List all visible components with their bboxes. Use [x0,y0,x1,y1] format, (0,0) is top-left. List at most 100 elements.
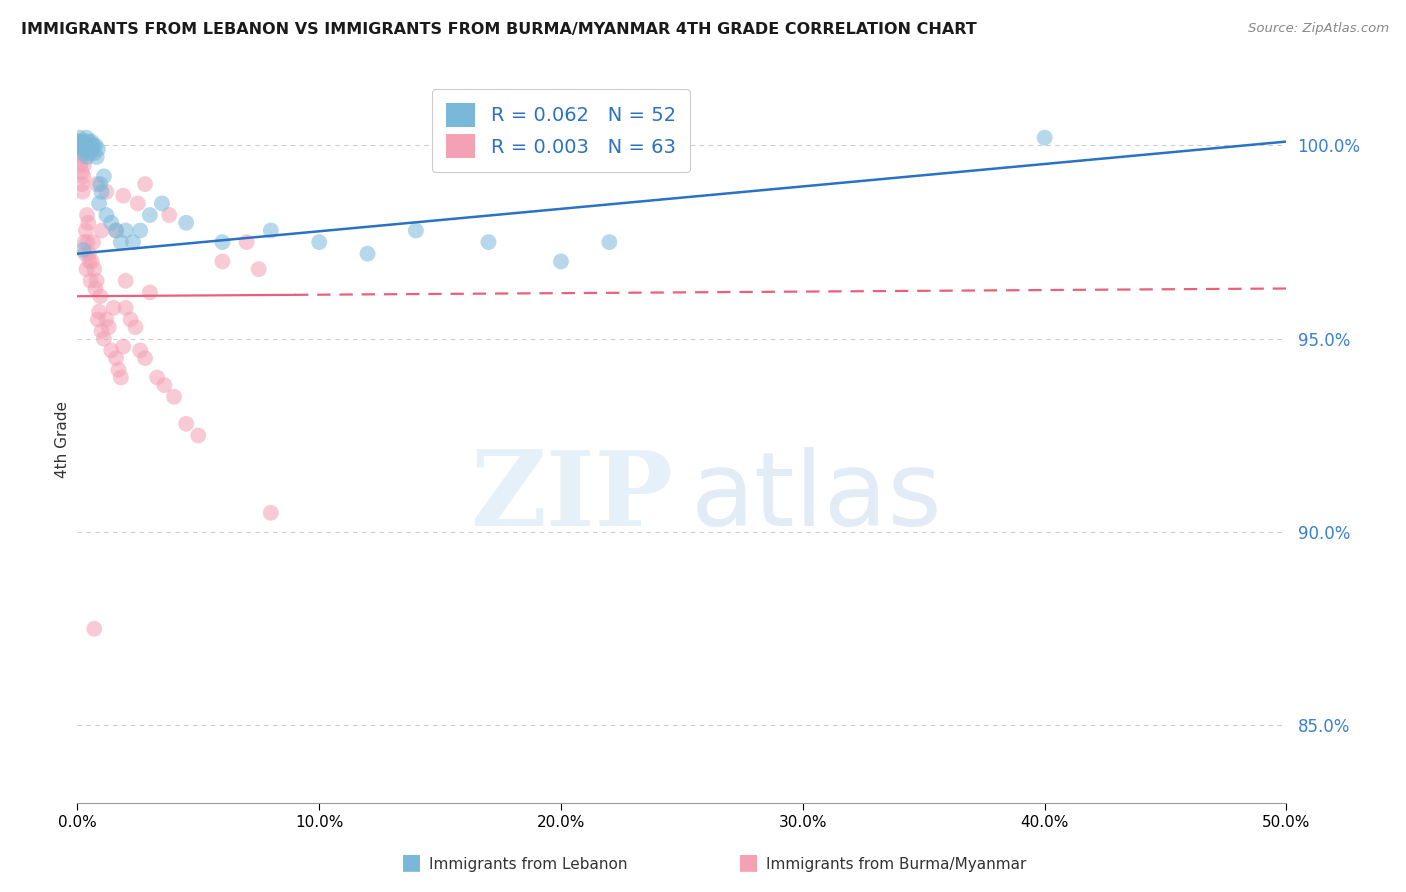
Point [72,169,94,184]
Point [70,177,93,191]
Point [124,320,146,334]
Point [96,312,118,326]
Point [67,138,90,153]
Point [73,235,96,249]
Point [120,312,142,326]
Point [90,324,112,338]
Point [103,301,125,315]
Point [67,135,90,149]
Point [235,235,257,249]
Point [308,235,330,249]
Point [550,254,572,268]
Point [100,216,122,230]
Point [69,158,91,172]
Point [77,246,100,260]
Point [598,235,620,249]
Point [96,208,118,222]
Point [157,208,180,222]
Point [110,370,132,384]
Point [134,351,156,365]
Point [150,196,173,211]
Point [129,223,152,237]
Point [76,262,98,277]
Point [127,196,149,211]
Point [86,274,108,288]
Point [80,142,103,156]
Point [107,362,129,376]
Point [76,235,98,249]
Point [100,343,122,358]
Point [80,135,103,149]
Point [87,142,110,156]
Point [84,281,107,295]
Point [82,138,104,153]
Point [90,185,112,199]
Point [90,223,112,237]
Point [70,150,93,164]
Point [211,254,233,268]
Point [70,165,93,179]
Text: ■: ■ [401,853,422,872]
Point [96,185,118,199]
Point [187,428,209,442]
Point [163,390,186,404]
Point [174,417,197,431]
Point [73,158,96,172]
Point [86,177,108,191]
Point [82,235,104,249]
Point [105,223,128,237]
Point [129,343,152,358]
Text: Source: ZipAtlas.com: Source: ZipAtlas.com [1249,22,1389,36]
Point [87,312,110,326]
Point [153,378,176,392]
Point [72,243,94,257]
Point [72,146,94,161]
Point [83,262,105,277]
Point [79,254,101,268]
Point [105,223,128,237]
Point [1033,130,1056,145]
Point [146,370,169,384]
Point [73,138,96,153]
Point [477,235,499,249]
Point [70,135,93,149]
Point [79,274,101,288]
Point [72,135,94,149]
Point [87,196,110,211]
Point [72,185,94,199]
Y-axis label: 4th Grade: 4th Grade [55,401,70,478]
Point [77,216,100,230]
Point [139,208,162,222]
Text: ■: ■ [738,853,759,872]
Point [83,146,105,161]
Point [76,138,98,153]
Point [211,235,233,249]
Point [97,320,120,334]
Point [114,223,136,237]
Text: IMMIGRANTS FROM LEBANON VS IMMIGRANTS FROM BURMA/MYANMAR 4TH GRADE CORRELATION C: IMMIGRANTS FROM LEBANON VS IMMIGRANTS FR… [21,22,977,37]
Text: Immigrants from Burma/Myanmar: Immigrants from Burma/Myanmar [766,857,1026,872]
Point [67,135,90,149]
Point [122,235,145,249]
Point [247,262,270,277]
Point [80,254,103,268]
Point [73,135,96,149]
Point [79,138,101,153]
Point [77,135,100,149]
Point [260,506,283,520]
Point [79,138,101,153]
Point [89,289,111,303]
Point [83,622,105,636]
Point [79,146,101,161]
Point [75,138,97,153]
Point [76,150,98,164]
Point [356,246,378,260]
Point [114,301,136,315]
Point [134,177,156,191]
Legend: R = 0.062   N = 52, R = 0.003   N = 63: R = 0.062 N = 52, R = 0.003 N = 63 [433,89,689,171]
Point [93,332,115,346]
Point [76,130,98,145]
Point [139,285,162,300]
Point [93,169,115,184]
Point [70,142,93,156]
